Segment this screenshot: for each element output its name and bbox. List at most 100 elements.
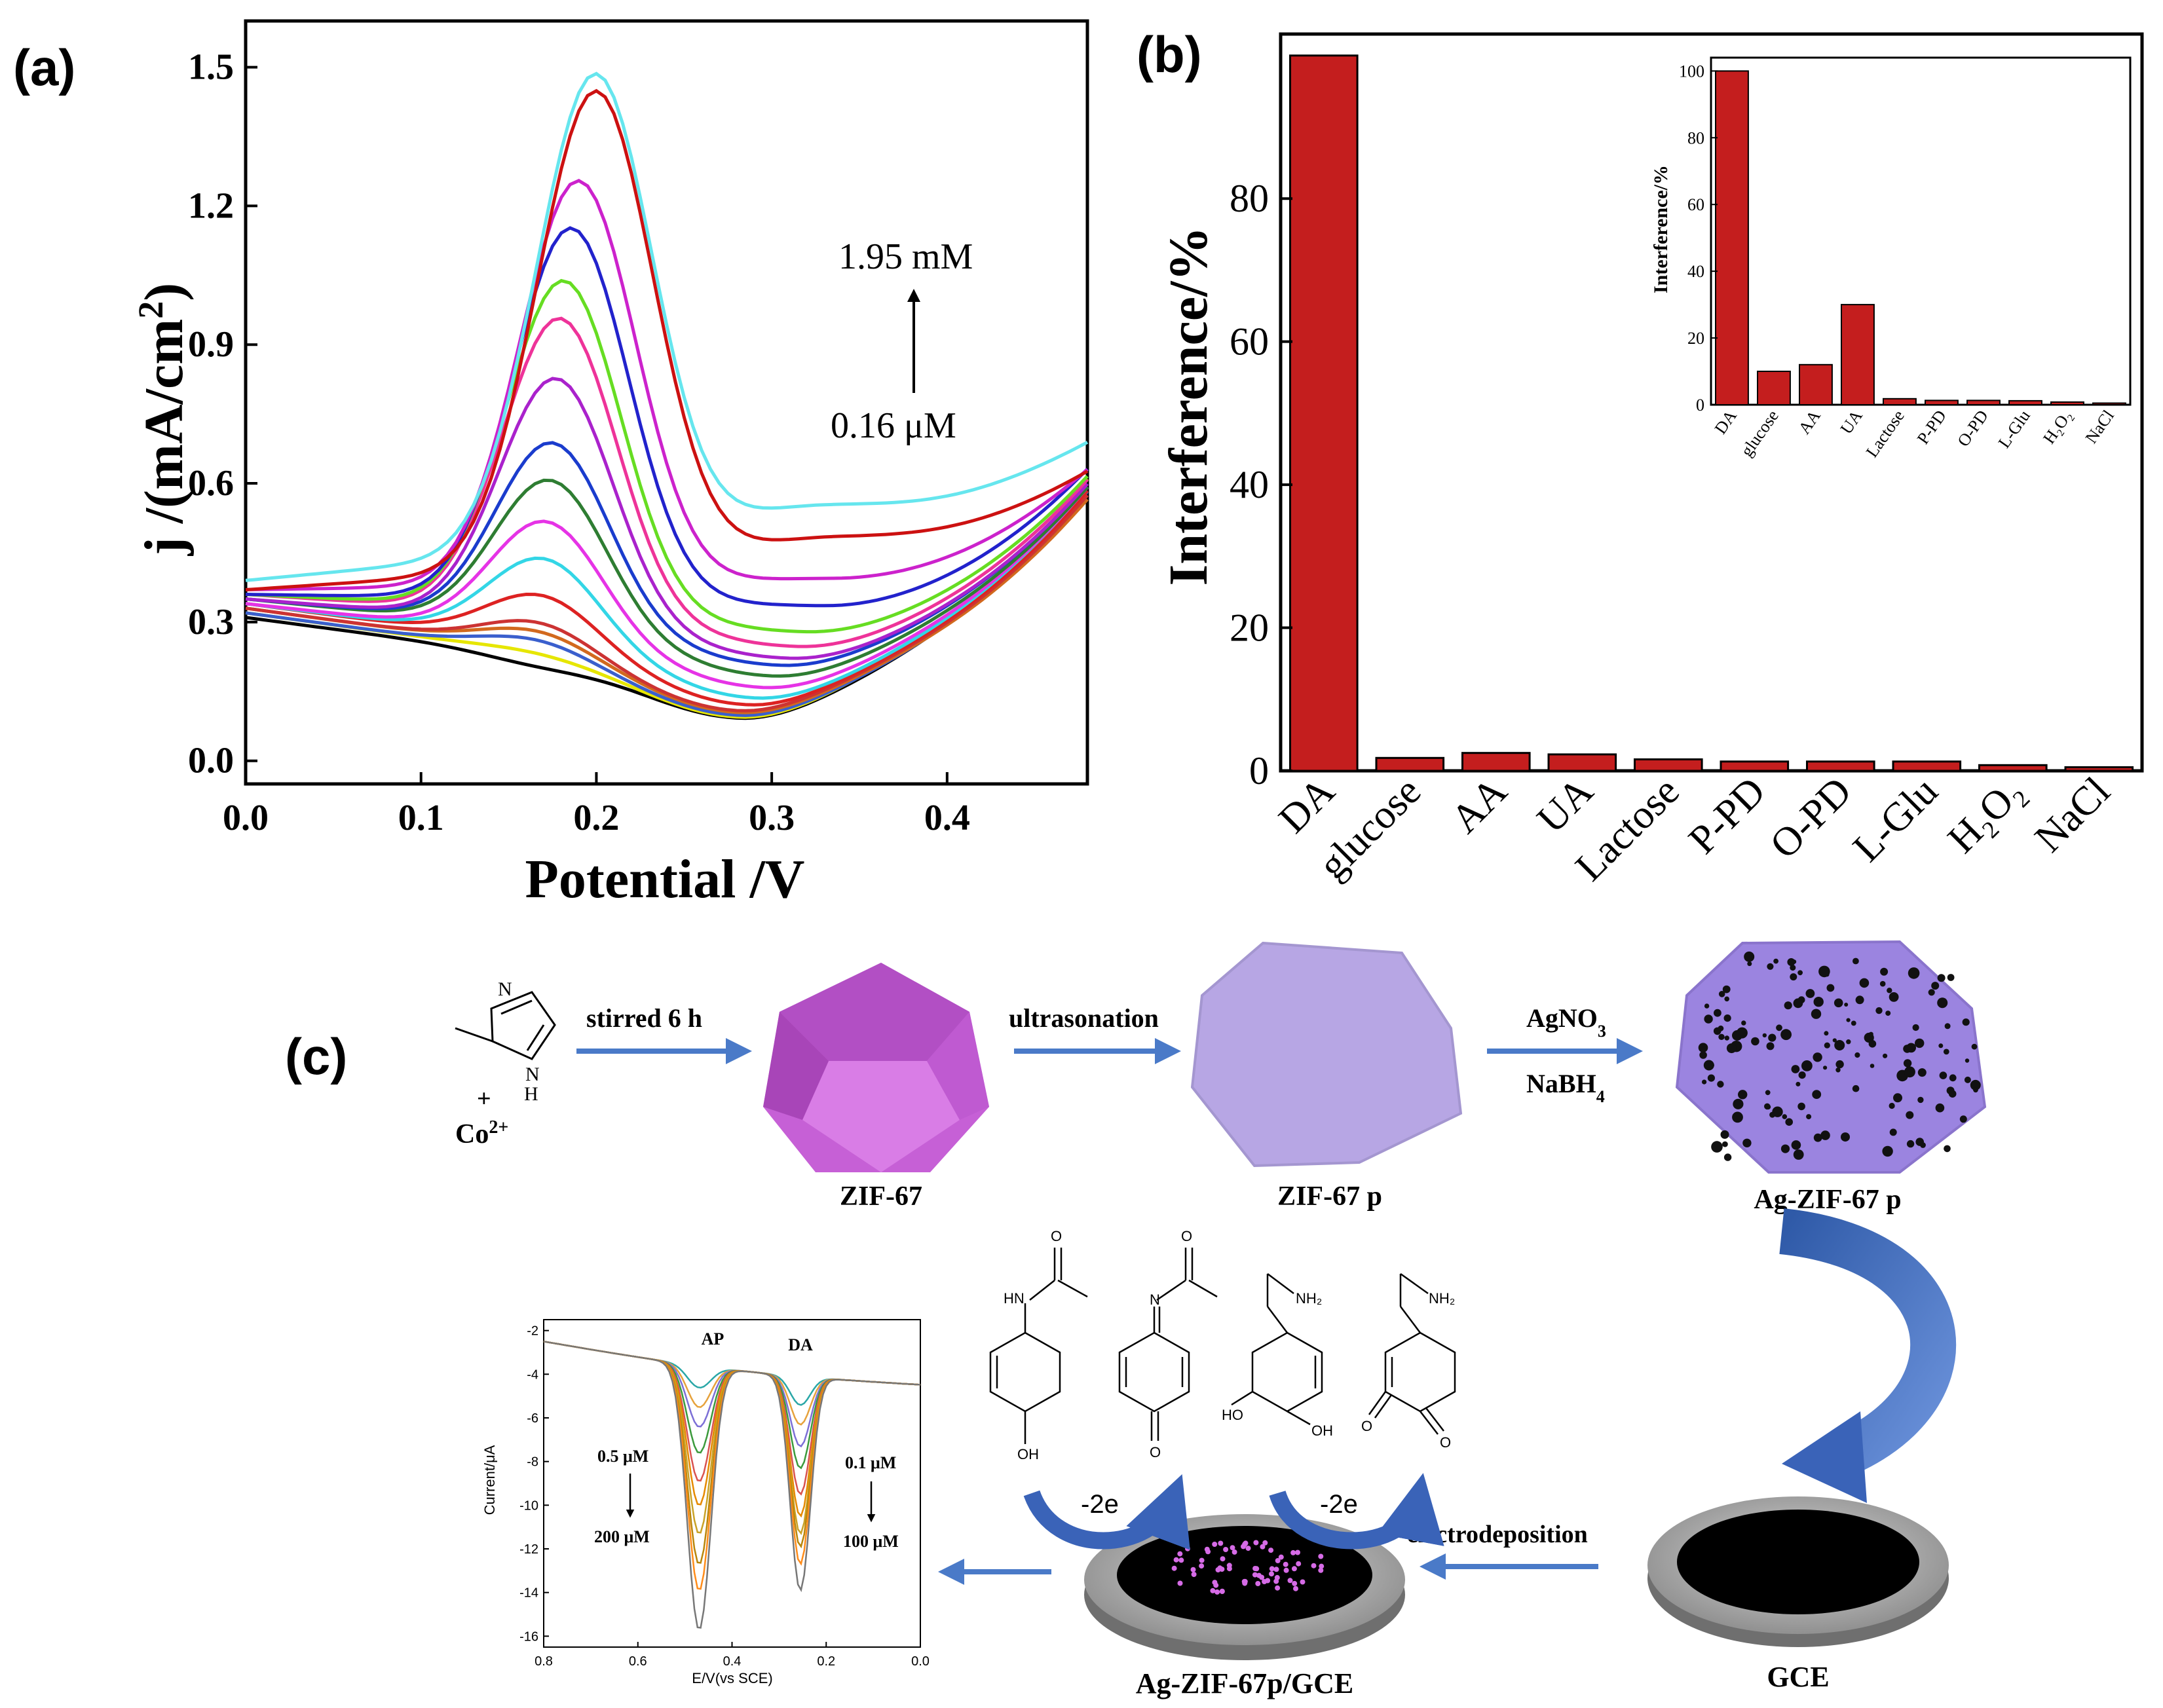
inset-x-label: Lactose (1862, 407, 1908, 461)
a-y-tick-label: 0.9 (188, 324, 234, 365)
ag-nanoparticle (1717, 1081, 1724, 1088)
step-stirred: stirred 6 h (586, 1003, 702, 1033)
ag-nanoparticle (1812, 1090, 1822, 1099)
inset-y-tick-label: 80 (1687, 128, 1704, 147)
a-y-tick-label: 0.6 (188, 463, 234, 504)
electrode-particle (1275, 1558, 1281, 1563)
imidazole-h: H (524, 1083, 538, 1105)
electrode-particle (1293, 1586, 1298, 1591)
inset-y-tick-label: 60 (1687, 195, 1704, 214)
inset-bar-4 (1883, 398, 1917, 405)
ag-nanoparticle (1723, 1014, 1731, 1022)
electrode-particle (1269, 1566, 1275, 1572)
ag-nanoparticle (1853, 957, 1859, 965)
electrode-particle (1260, 1544, 1266, 1550)
silver-nanoparticles (1698, 951, 1981, 1161)
mini-curve-5 (543, 1341, 921, 1518)
ag-nanoparticle (1793, 998, 1803, 1009)
cv-curve-15 (245, 88, 1089, 591)
electrode-particle (1243, 1540, 1249, 1546)
ag-nanoparticle (1818, 965, 1830, 978)
methylimidazole-structure (455, 991, 556, 1060)
electrode-particle (1220, 1556, 1226, 1562)
inset-bar-9 (2092, 402, 2126, 405)
b-bar-3 (1547, 753, 1617, 772)
panel-b-label: (b) (1137, 26, 1202, 83)
ag-nanoparticle (1917, 1096, 1924, 1104)
mini-plot-frame (543, 1319, 921, 1648)
electrode-particle (1226, 1563, 1232, 1569)
acetaminophen-structure (989, 1248, 1088, 1444)
ag-nanoparticle (1797, 1102, 1805, 1111)
ag-nanoparticle (1738, 1090, 1748, 1100)
electrode-particle (1173, 1557, 1179, 1563)
label-agzif67p-gce: Ag-ZIF-67p/GCE (1136, 1667, 1353, 1699)
ag-nanoparticle (1859, 978, 1870, 988)
electrode-particle (1262, 1540, 1268, 1546)
ag-nanoparticle (1920, 1142, 1926, 1148)
label-agzif67p: Ag-ZIF-67 p (1754, 1185, 1901, 1215)
electrode-particle (1210, 1587, 1216, 1593)
ag-nanoparticle (1870, 1064, 1875, 1068)
b-bar-1 (1375, 756, 1445, 772)
ag-nanoparticle (1868, 1031, 1873, 1037)
mini-x-tick-label: 0.0 (911, 1654, 930, 1669)
inset-x-label: NaCl (2082, 407, 2118, 447)
ag-nanoparticle (1826, 984, 1835, 992)
ag-nanoparticle (1947, 974, 1955, 981)
ag-nanoparticle (1813, 1133, 1822, 1142)
inset-bar-7 (2008, 399, 2042, 406)
inset-bar-0 (1715, 70, 1749, 406)
ag-nanoparticle (1906, 1140, 1915, 1148)
dopamine-nh2: NH₂ (1296, 1290, 1322, 1307)
ag-nanoparticle (1704, 1003, 1710, 1009)
electrode-particle (1273, 1578, 1279, 1584)
mini-conc-left-bottom: 200 μM (594, 1527, 650, 1546)
inset-y-tick-label: 100 (1679, 62, 1704, 81)
inset-x-label: UA (1837, 407, 1866, 438)
mini-y-axis-label: Current/μA (481, 1445, 498, 1515)
panel-a-y-axis-label: j /(mA/cm2) (131, 283, 195, 557)
electrode-particle (1214, 1589, 1220, 1595)
b-bar-4 (1634, 758, 1703, 772)
electrode-particle (1265, 1578, 1271, 1584)
electrode-particle (1291, 1566, 1297, 1572)
panel-a-x-axis-label: Potential /V (525, 849, 805, 910)
ag-nanoparticle (1841, 1132, 1850, 1142)
electrode-particle (1205, 1549, 1211, 1555)
electrode-particle (1318, 1567, 1324, 1573)
napqi-structure (1118, 1248, 1218, 1441)
inset-x-label: P-PD (1913, 407, 1950, 448)
mini-peak-ap: AP (702, 1329, 724, 1348)
mini-x-tick-label: 0.2 (817, 1654, 835, 1669)
a-y-tick-label: 0.3 (188, 602, 234, 642)
curved-arrow-to-gce (1779, 1208, 1957, 1483)
panel-a-annotation-low: 0.16 μM (831, 405, 956, 446)
b-x-label: H₂O₂ (1940, 769, 2033, 862)
electrode-particle (1278, 1554, 1284, 1560)
electrode-particle (1177, 1551, 1183, 1557)
electrode-particle (1252, 1572, 1258, 1578)
dopamine-ho: HO (1222, 1407, 1243, 1423)
napqi-o-top: O (1181, 1228, 1192, 1244)
electrode-particle (1199, 1557, 1205, 1563)
electrode-particle (1290, 1550, 1296, 1555)
electrode-particles (1171, 1540, 1325, 1595)
inset-y-axis-label: Interference/% (1650, 165, 1672, 293)
ag-nanoparticle (1964, 1076, 1971, 1083)
ag-nanoparticle (1751, 1037, 1759, 1046)
ag-nanoparticle (1790, 965, 1796, 971)
plus-sign: + (477, 1085, 491, 1113)
panel-a-annotation-high: 1.95 mM (838, 236, 973, 277)
ag-nanoparticle (1797, 970, 1803, 976)
ag-nanoparticle (1846, 1018, 1851, 1022)
ap-o: O (1051, 1228, 1062, 1244)
cv-curve-14 (245, 178, 1089, 591)
ag-nanoparticle (1723, 1153, 1732, 1161)
mini-y-tick-label: -14 (519, 1586, 538, 1601)
ag-nanoparticle (1855, 995, 1864, 1005)
label-zif67: ZIF-67 (840, 1181, 922, 1212)
ag-nanoparticle (1766, 1042, 1775, 1050)
